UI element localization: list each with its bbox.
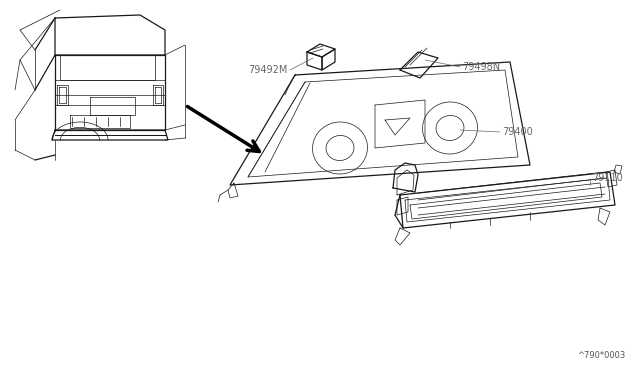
Text: ^790*0003: ^790*0003	[577, 351, 625, 360]
Text: 79110: 79110	[592, 173, 623, 183]
Text: 79492M: 79492M	[248, 65, 288, 75]
Text: 79498N: 79498N	[462, 62, 500, 72]
Text: 79400: 79400	[502, 127, 532, 137]
